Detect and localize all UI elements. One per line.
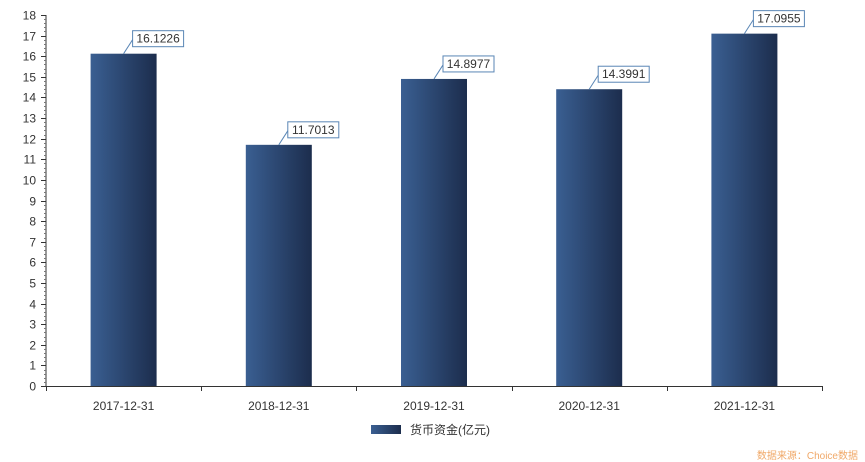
y-tick-label: 12 — [23, 133, 37, 147]
data-label: 11.7013 — [292, 123, 335, 137]
y-tick-label: 6 — [29, 256, 36, 270]
legend-swatch — [371, 425, 401, 434]
legend[interactable]: 货币资金(亿元) — [371, 422, 490, 437]
y-tick-label: 17 — [23, 30, 37, 44]
y-tick-label: 14 — [23, 91, 37, 105]
bar[interactable] — [401, 78, 467, 387]
data-label-box — [287, 121, 340, 139]
y-tick-label: 8 — [29, 215, 36, 229]
y-tick-label: 10 — [23, 174, 37, 188]
data-label-box — [752, 10, 805, 28]
legend-label: 货币资金(亿元) — [410, 422, 490, 437]
source-note: 数据来源：Choice数据 — [757, 449, 858, 462]
y-tick-label: 11 — [24, 153, 37, 167]
bar[interactable] — [711, 33, 778, 386]
y-tick-label: 9 — [29, 195, 36, 209]
x-tick-label: 2018-12-31 — [248, 399, 310, 413]
data-label: 17.0955 — [757, 12, 801, 26]
data-label-leader — [123, 39, 134, 54]
y-tick-label: 15 — [23, 71, 37, 85]
data-label-box — [442, 55, 495, 73]
x-tick-label: 2019-12-31 — [403, 399, 465, 413]
y-tick-label: 5 — [29, 277, 36, 291]
y-tick-label: 3 — [29, 318, 36, 332]
y-tick-label: 7 — [29, 236, 36, 250]
data-label-box — [132, 30, 185, 48]
y-tick-label: 2 — [29, 339, 36, 353]
x-axis: 2017-12-31 2018-12-31 2019-12-31 2020-12-31… — [46, 386, 823, 413]
data-labels: 16.1226 11.7013 14.8977 14.3991 17.0955 — [123, 10, 805, 146]
data-label-leader — [743, 19, 754, 34]
y-tick-label: 13 — [23, 112, 37, 126]
bar[interactable] — [556, 89, 623, 386]
x-tick-label: 2020-12-31 — [559, 399, 621, 413]
data-label-leader — [433, 64, 444, 80]
data-label-box — [597, 65, 650, 83]
data-label-leader — [278, 130, 289, 146]
x-tick-label: 2021-12-31 — [714, 399, 776, 413]
data-label: 16.1226 — [136, 32, 180, 46]
data-label-leader — [588, 74, 599, 90]
data-label: 14.8977 — [447, 57, 491, 71]
bars — [90, 33, 778, 387]
y-tick-label: 0 — [29, 380, 36, 394]
y-tick-label: 4 — [29, 298, 36, 312]
y-tick-label: 1 — [29, 359, 36, 373]
bar[interactable] — [90, 53, 157, 386]
data-label: 14.3991 — [602, 67, 646, 81]
bar[interactable] — [245, 144, 312, 386]
x-tick-label: 2017-12-31 — [93, 399, 155, 413]
y-tick-label: 16 — [23, 50, 37, 64]
y-tick-label: 18 — [23, 9, 37, 23]
